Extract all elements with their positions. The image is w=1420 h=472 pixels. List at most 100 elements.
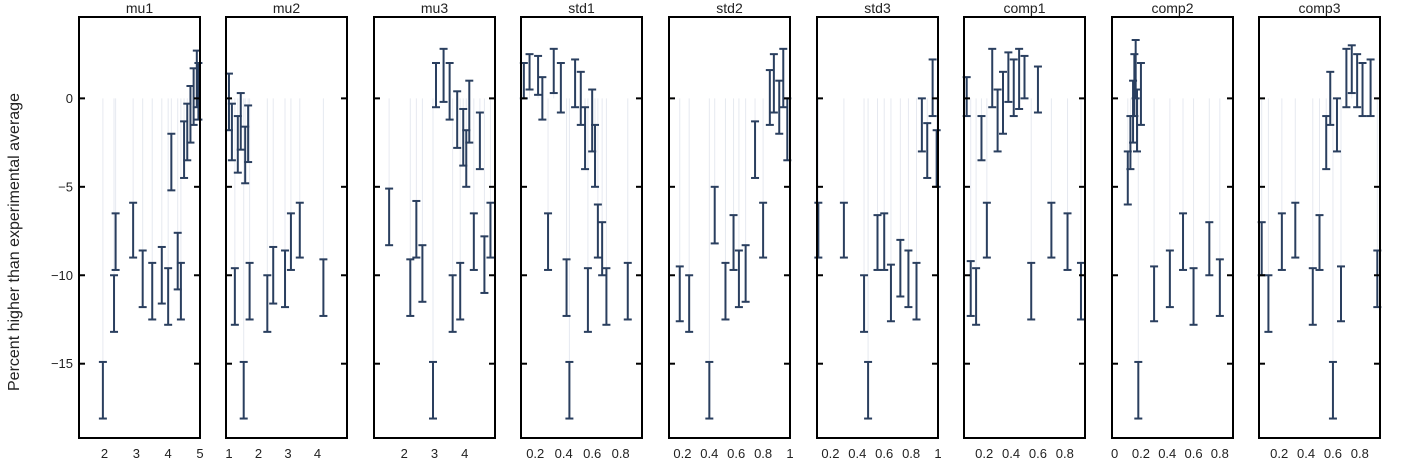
error-bar <box>1015 47 1024 110</box>
panel-std3: 0.2 0.4 0.6 0.8 1 std3 <box>814 0 942 461</box>
error-bar <box>839 201 848 259</box>
x-tick-label: 2 <box>401 446 408 461</box>
x-tick-label: 5 <box>196 446 203 461</box>
x-tick-label: 0.4 <box>1297 446 1315 461</box>
error-bar <box>469 212 478 271</box>
error-bar <box>1328 360 1337 420</box>
error-bar <box>562 258 571 317</box>
error-bar <box>1020 54 1029 100</box>
error-bar <box>1150 265 1159 323</box>
error-bar <box>1353 53 1362 109</box>
x-tick-label: 1 <box>786 446 793 461</box>
x-tick-label: 0.6 <box>583 446 601 461</box>
error-bar <box>439 47 448 103</box>
error-bar <box>1358 61 1367 118</box>
panel-title: mu2 <box>273 0 300 16</box>
error-bar <box>1047 201 1056 259</box>
error-bar <box>1076 261 1085 321</box>
error-bar <box>886 263 895 323</box>
error-bar <box>281 249 290 309</box>
error-bar <box>1205 221 1214 277</box>
error-bar <box>598 221 607 277</box>
panel-frame <box>816 16 939 439</box>
error-bar <box>525 53 534 91</box>
x-tick-label: 3 <box>284 446 291 461</box>
error-bar <box>1347 44 1356 95</box>
panel-mu3: 2 3 4 mu3 <box>373 0 496 461</box>
x-tick-label: 4 <box>314 446 321 461</box>
error-bar <box>623 261 632 321</box>
error-bar <box>1291 201 1300 259</box>
error-bar <box>244 104 253 164</box>
panel-comp3: 0.2 0.4 0.6 0.8 comp3 <box>1257 0 1382 461</box>
error-bar <box>486 201 495 259</box>
x-tick-label: 3 <box>431 446 438 461</box>
panel-frame <box>668 16 791 439</box>
x-tick-label: 0.6 <box>727 446 745 461</box>
x-tick-label: 0.2 <box>1132 446 1150 461</box>
error-bar <box>556 61 565 114</box>
error-bar <box>236 92 245 151</box>
error-bar <box>675 265 684 323</box>
error-bar <box>932 129 941 188</box>
x-tick-label: 0.8 <box>1211 446 1229 461</box>
x-tick-label: 4 <box>461 446 468 461</box>
error-bar <box>1332 97 1341 153</box>
x-tick-label: 0.4 <box>1002 446 1020 461</box>
x-tick-label: 0.4 <box>848 446 866 461</box>
error-bar <box>98 360 107 420</box>
error-bar <box>538 76 547 121</box>
error-bar <box>295 201 304 259</box>
x-tick-label: 0.6 <box>1324 446 1342 461</box>
x-tick-label: 0.8 <box>612 446 630 461</box>
error-bar <box>1189 267 1198 326</box>
x-tick-label: 2 <box>255 446 262 461</box>
y-axis-label: Percent higher than experimental average <box>6 93 23 391</box>
panel-title: mu3 <box>421 0 448 16</box>
error-bar <box>896 238 905 298</box>
panel-frame <box>963 16 1086 439</box>
error-bar <box>534 54 543 96</box>
error-bar <box>269 245 278 305</box>
x-tick-label: 1 <box>934 446 941 461</box>
error-bar <box>1342 47 1351 109</box>
error-bar <box>445 61 454 121</box>
error-bar <box>1337 265 1346 323</box>
x-tick-label: 0.2 <box>526 446 544 461</box>
error-bar <box>239 360 248 420</box>
error-bar <box>593 203 602 259</box>
error-bar <box>977 115 986 162</box>
error-bar <box>480 235 489 294</box>
error-bar <box>418 244 427 303</box>
error-bar <box>710 185 719 245</box>
error-bar <box>164 267 173 326</box>
error-bar <box>765 69 774 126</box>
error-bar <box>549 47 558 95</box>
x-tick-label: 0.6 <box>1185 446 1203 461</box>
error-bar <box>1027 261 1036 321</box>
error-bar <box>1308 267 1317 326</box>
error-bar <box>912 261 921 321</box>
error-bar <box>972 267 981 326</box>
y-tick-label: −10 <box>51 268 73 283</box>
error-bar <box>576 70 585 126</box>
x-tick-label: 4 <box>165 446 172 461</box>
error-bar <box>1063 212 1072 271</box>
error-bar <box>814 201 823 259</box>
x-tick-label: 0.2 <box>673 446 691 461</box>
panel-mu2: 1 2 3 4 mu2 <box>224 0 348 461</box>
x-tick-label: 1 <box>225 446 232 461</box>
panel-title: mu1 <box>126 0 153 16</box>
error-bar <box>923 122 932 179</box>
error-bar <box>465 79 474 144</box>
x-tick-label: 2 <box>101 446 108 461</box>
error-bar <box>998 70 1007 135</box>
error-bar <box>148 261 157 321</box>
x-tick-label: 0.4 <box>700 446 718 461</box>
error-bar <box>111 212 120 271</box>
panel-comp2: 0 0.2 0.4 0.6 0.8 comp2 <box>1111 0 1234 461</box>
error-bar <box>176 261 185 321</box>
x-tick-label: 0.4 <box>555 446 573 461</box>
